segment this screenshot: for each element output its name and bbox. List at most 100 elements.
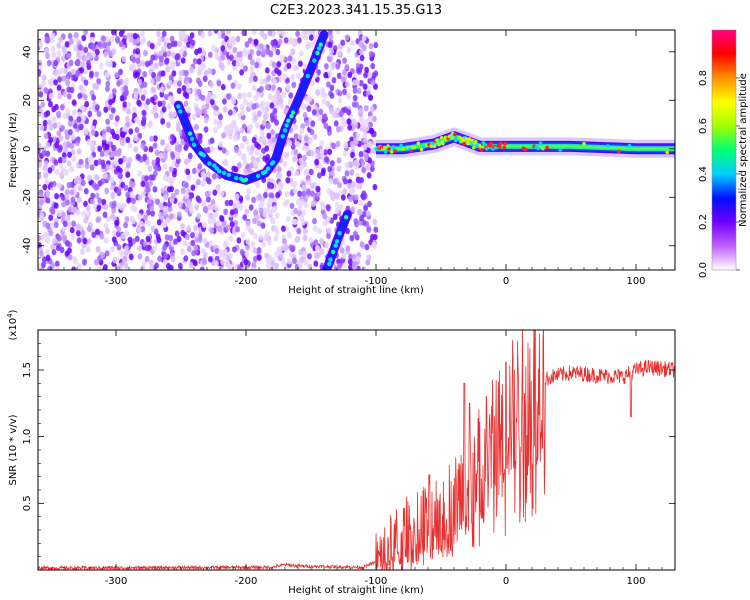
noise-dot bbox=[260, 30, 265, 36]
noise-dot bbox=[141, 37, 146, 43]
noise-dot bbox=[179, 49, 184, 55]
track-dot bbox=[227, 173, 231, 177]
track-dot bbox=[190, 137, 194, 141]
noise-dot bbox=[308, 137, 313, 143]
noise-dot bbox=[240, 249, 245, 255]
noise-dot bbox=[328, 56, 333, 62]
colorbar-tick-label: 0.6 bbox=[698, 118, 709, 134]
noise-dot bbox=[334, 120, 339, 126]
noise-dot bbox=[189, 262, 194, 268]
snr-y-multiplier-close: ) bbox=[8, 309, 19, 313]
noise-dot bbox=[337, 73, 342, 79]
noise-dot bbox=[159, 153, 164, 159]
noise-dot bbox=[183, 91, 188, 97]
noise-dot bbox=[63, 221, 68, 227]
noise-dot bbox=[84, 101, 89, 107]
noise-dot bbox=[239, 127, 244, 133]
noise-dot bbox=[137, 213, 142, 219]
noise-dot bbox=[173, 238, 178, 244]
noise-dot bbox=[43, 173, 48, 179]
noise-dot bbox=[83, 47, 88, 53]
noise-dot bbox=[353, 122, 358, 128]
noise-dot bbox=[210, 228, 215, 234]
noise-dot bbox=[76, 70, 81, 76]
noise-dot bbox=[163, 209, 168, 215]
noise-dot bbox=[341, 194, 346, 200]
noise-dot bbox=[365, 244, 370, 250]
noise-dot bbox=[311, 28, 316, 34]
noise-dot bbox=[127, 237, 132, 243]
noise-dot bbox=[100, 233, 105, 239]
noise-dot bbox=[358, 41, 363, 47]
y-tick-label: -20 bbox=[22, 189, 33, 205]
noise-dot bbox=[327, 149, 332, 155]
noise-dot bbox=[261, 136, 266, 142]
noise-dot bbox=[296, 199, 301, 205]
noise-dot bbox=[116, 266, 121, 272]
noise-dot bbox=[129, 254, 134, 260]
noise-dot bbox=[370, 106, 375, 112]
noise-dot bbox=[220, 259, 225, 265]
band-dot bbox=[422, 145, 426, 149]
noise-dot bbox=[97, 198, 102, 204]
noise-dot bbox=[314, 253, 319, 259]
noise-dot bbox=[180, 248, 185, 254]
snr-y-multiplier-base: (x10 bbox=[8, 318, 19, 341]
noise-dot bbox=[101, 35, 106, 41]
noise-dot bbox=[65, 80, 70, 86]
noise-dot bbox=[239, 69, 244, 75]
noise-dot bbox=[128, 128, 133, 134]
noise-dot bbox=[56, 245, 61, 251]
noise-dot bbox=[347, 72, 352, 78]
band-dot bbox=[450, 137, 454, 141]
noise-dot bbox=[44, 133, 49, 139]
noise-dot bbox=[145, 159, 150, 165]
noise-dot bbox=[321, 167, 326, 173]
noise-dot bbox=[335, 193, 340, 199]
noise-dot bbox=[353, 88, 358, 94]
noise-dot bbox=[45, 37, 50, 43]
noise-dot bbox=[318, 109, 323, 115]
noise-dot bbox=[267, 182, 272, 188]
band-dot bbox=[433, 145, 437, 149]
noise-dot bbox=[57, 50, 62, 56]
noise-dot bbox=[120, 95, 125, 101]
noise-dot bbox=[222, 147, 227, 153]
noise-dot bbox=[237, 162, 242, 168]
noise-dot bbox=[257, 255, 262, 261]
noise-dot bbox=[291, 48, 296, 54]
noise-dot bbox=[253, 160, 258, 166]
track-dot bbox=[286, 119, 290, 123]
noise-dot bbox=[67, 93, 72, 99]
noise-dot bbox=[358, 200, 363, 206]
band-dot bbox=[412, 146, 416, 150]
noise-dot bbox=[251, 241, 256, 247]
noise-dot bbox=[214, 260, 219, 266]
noise-dot bbox=[185, 234, 190, 240]
noise-dot bbox=[367, 201, 372, 207]
noise-dot bbox=[133, 94, 138, 100]
noise-dot bbox=[169, 166, 174, 172]
noise-dot bbox=[321, 204, 326, 210]
noise-dot bbox=[167, 103, 172, 109]
noise-dot bbox=[365, 164, 370, 170]
noise-dot bbox=[122, 125, 127, 131]
noise-dot bbox=[261, 241, 266, 247]
noise-dot bbox=[72, 256, 77, 262]
noise-dot bbox=[109, 114, 114, 120]
noise-dot bbox=[250, 59, 255, 65]
noise-dot bbox=[315, 246, 320, 252]
noise-dot bbox=[131, 57, 136, 63]
noise-dot bbox=[352, 261, 357, 267]
noise-dot bbox=[114, 220, 119, 226]
band-dot bbox=[498, 145, 502, 149]
band-dot bbox=[393, 149, 397, 153]
noise-dot bbox=[323, 113, 328, 119]
track-dot bbox=[244, 178, 248, 182]
noise-dot bbox=[201, 248, 206, 254]
noise-dot bbox=[214, 27, 219, 33]
noise-dot bbox=[90, 37, 95, 43]
noise-dot bbox=[244, 209, 249, 215]
noise-dot bbox=[281, 31, 286, 37]
noise-dot bbox=[322, 213, 327, 219]
